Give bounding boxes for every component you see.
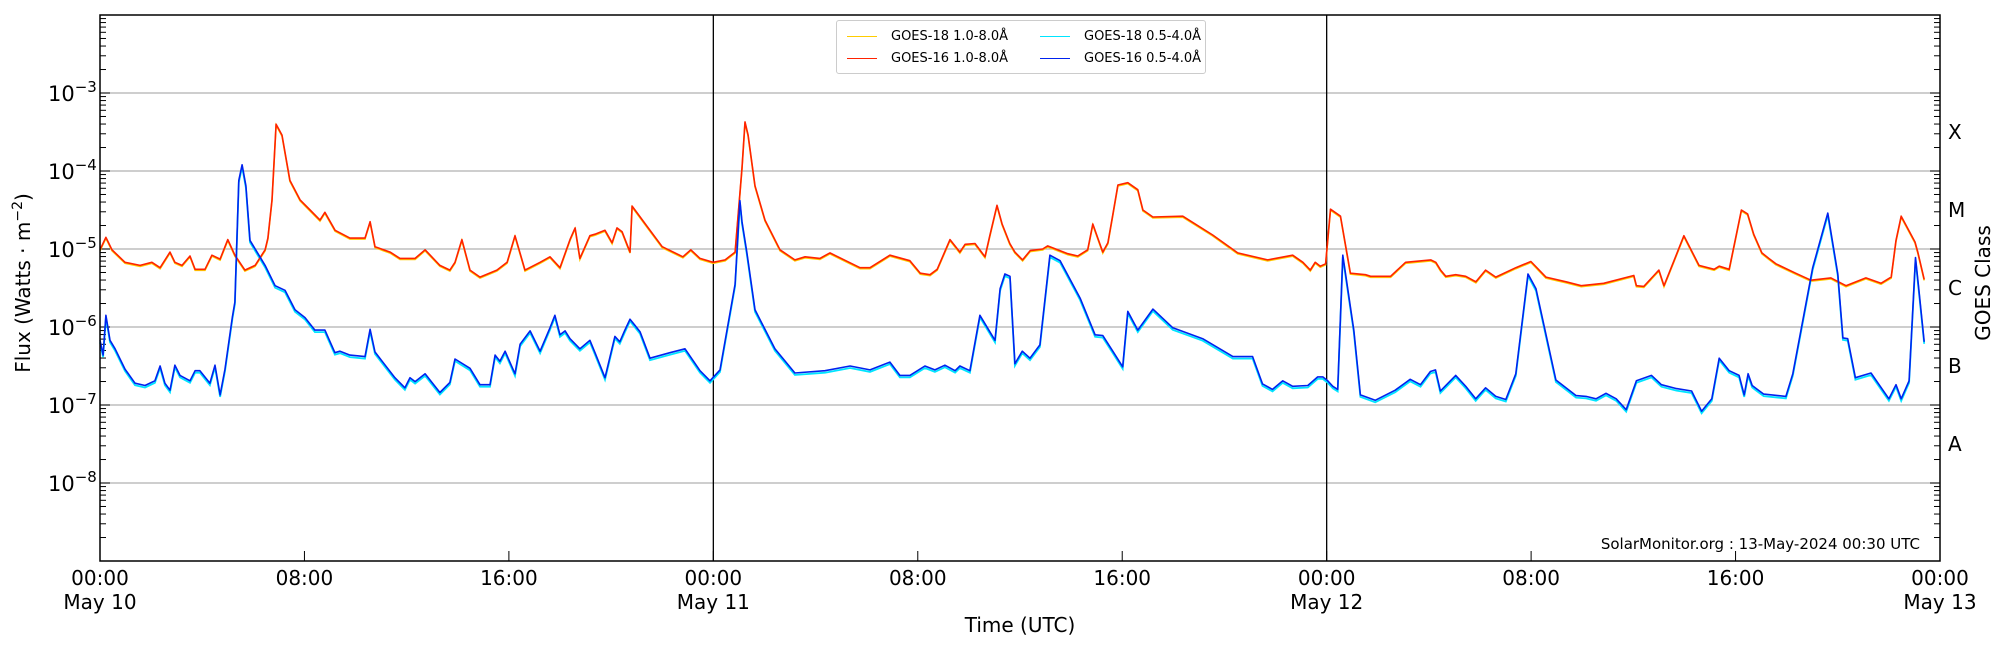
x-tick-label: 08:00 xyxy=(1502,566,1560,590)
legend-label: GOES-16 1.0-8.0Å xyxy=(891,50,1009,66)
legend-item-goes18-short: GOES-18 0.5-4.0Å xyxy=(1040,26,1201,46)
legend-item-goes16-long: GOES-16 1.0-8.0Å xyxy=(847,48,1008,68)
x-tick-label: 00:00 xyxy=(1298,566,1356,590)
x-tick-date-label: May 11 xyxy=(677,590,750,614)
y-tick-label: 10−7 xyxy=(48,390,97,418)
legend-swatch xyxy=(847,35,877,37)
y-tick-label: 10−5 xyxy=(48,234,97,262)
legend-item-goes18-long: GOES-18 1.0-8.0Å xyxy=(847,26,1008,46)
goes16-short-line xyxy=(99,164,1925,413)
y-tick-label: 10−4 xyxy=(48,156,97,184)
x-tick-label: 00:00 xyxy=(1911,566,1969,590)
goes18-long-line xyxy=(99,122,1925,290)
goes-class-label: X xyxy=(1948,120,1962,144)
goes-class-label: M xyxy=(1948,198,1965,222)
legend-swatch xyxy=(847,57,877,59)
goes-class-label: B xyxy=(1948,354,1962,378)
x-tick-label: 16:00 xyxy=(480,566,538,590)
legend-label: GOES-18 0.5-4.0Å xyxy=(1084,28,1202,44)
x-tick-label: 08:00 xyxy=(276,566,334,590)
legend-swatch xyxy=(1040,57,1070,59)
goes18-short-line xyxy=(99,166,1926,415)
x-axis-label: Time (UTC) xyxy=(964,613,1076,637)
x-tick-label: 08:00 xyxy=(889,566,947,590)
goes-class-label: C xyxy=(1948,276,1962,300)
x-tick-date-label: May 10 xyxy=(63,590,136,614)
x-tick-label: 16:00 xyxy=(1093,566,1151,590)
goes-class-label: A xyxy=(1948,432,1962,456)
legend-swatch xyxy=(1040,35,1070,37)
y-tick-label: 10−3 xyxy=(48,78,97,106)
y2-axis-label: GOES Class xyxy=(1971,225,1995,341)
x-tick-label: 16:00 xyxy=(1707,566,1765,590)
goes16-long-line xyxy=(99,121,1925,288)
legend-item-goes16-short: GOES-16 0.5-4.0Å xyxy=(1040,48,1201,68)
x-tick-date-label: May 12 xyxy=(1290,590,1363,614)
plot-frame xyxy=(99,14,1941,562)
x-tick-label: 00:00 xyxy=(71,566,129,590)
y-tick-label: 10−8 xyxy=(48,468,97,496)
x-tick-date-label: May 13 xyxy=(1903,590,1976,614)
y-tick-label: 10−6 xyxy=(48,312,97,340)
source-credit: SolarMonitor.org : 13-May-2024 00:30 UTC xyxy=(1600,535,1920,553)
y-axis-label: Flux (Watts · m−2) xyxy=(10,193,35,373)
legend-label: GOES-16 0.5-4.0Å xyxy=(1084,50,1202,66)
legend-label: GOES-18 1.0-8.0Å xyxy=(891,28,1009,44)
x-tick-label: 00:00 xyxy=(685,566,743,590)
chart-legend: GOES-18 1.0-8.0Å GOES-18 0.5-4.0Å GOES-1… xyxy=(836,20,1206,74)
